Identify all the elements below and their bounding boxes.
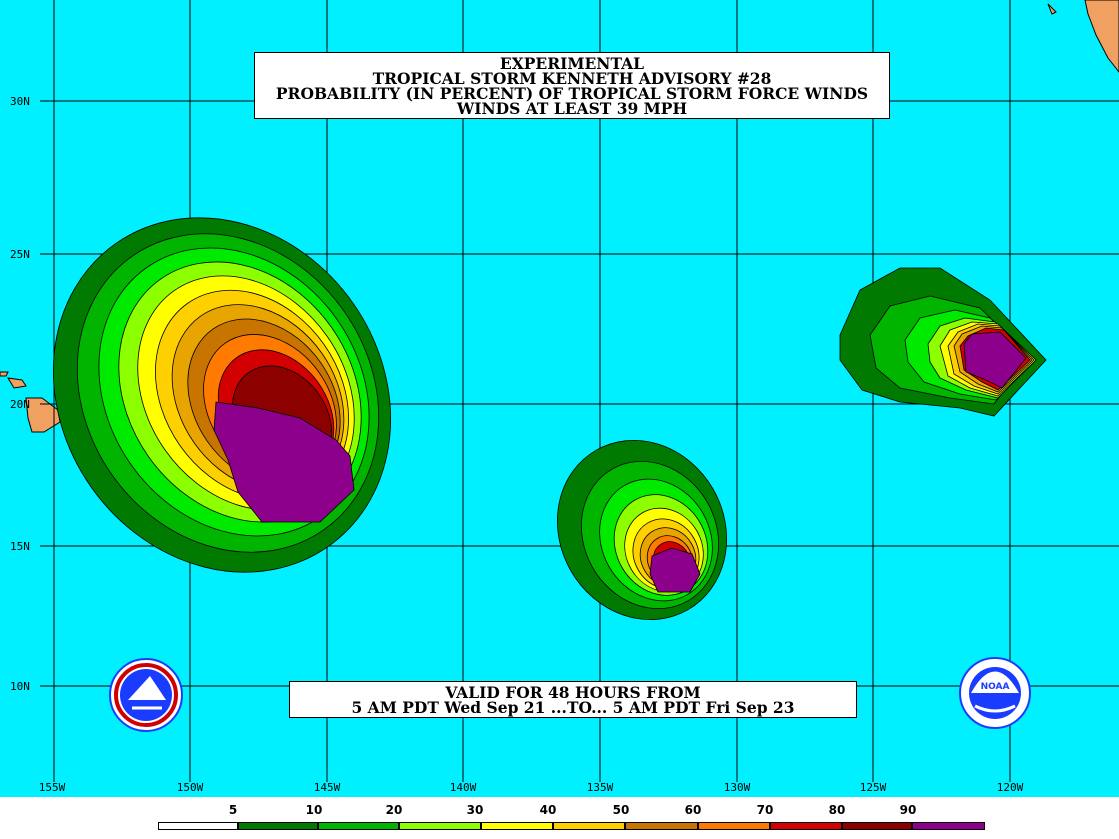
probability-area-east — [839, 267, 1047, 417]
lon-label-125w: 125W — [859, 781, 887, 794]
legend-swatch — [158, 822, 238, 830]
valid-line-1: VALID FOR 48 HOURS FROM — [445, 683, 701, 702]
lon-label-135w: 135W — [586, 781, 614, 794]
lon-label-130w: 130W — [723, 781, 751, 794]
legend-tick-30: 30 — [466, 803, 484, 817]
legend-swatch — [625, 822, 698, 830]
hawaii-maui — [7, 377, 27, 389]
lat-label-10n: 10N — [10, 680, 30, 693]
legend-tick-70: 70 — [756, 803, 774, 817]
noaa-logo-icon: NOAA — [959, 657, 1031, 729]
probability-area-west — [52, 217, 392, 573]
lon-label-120w: 120W — [996, 781, 1024, 794]
lat-label-25n: 25N — [10, 248, 30, 261]
lat-label-30n: 30N — [10, 95, 30, 108]
title-line-2: TROPICAL STORM KENNETH ADVISORY #28 — [372, 69, 772, 88]
hawaii-molokai — [0, 371, 9, 377]
legend-bar — [0, 797, 1119, 839]
legend-tick-90: 90 — [899, 803, 917, 817]
legend-swatch — [770, 822, 842, 830]
mexico-coast — [1084, 0, 1119, 73]
valid-period-box: VALID FOR 48 HOURS FROM 5 AM PDT Wed Sep… — [289, 681, 857, 718]
legend-tick-40: 40 — [539, 803, 557, 817]
lon-label-145w: 145W — [313, 781, 341, 794]
legend-tick-20: 20 — [385, 803, 403, 817]
legend-tick-50: 50 — [612, 803, 630, 817]
legend-tick-10: 10 — [305, 803, 323, 817]
legend-swatch — [842, 822, 912, 830]
probability-map: NOAA EXPERIMENTAL TROPICAL STORM KENNETH… — [0, 0, 1119, 797]
title-line-3: PROBABILITY (IN PERCENT) OF TROPICAL STO… — [275, 84, 869, 103]
legend-tick-5: 5 — [228, 803, 238, 817]
title-line-1: EXPERIMENTAL — [499, 54, 645, 73]
svg-text:NOAA: NOAA — [981, 682, 1010, 692]
nws-logo-icon — [109, 658, 183, 732]
title-line-4: WINDS AT LEAST 39 MPH — [456, 99, 688, 118]
lat-label-20n: 20N — [10, 398, 30, 411]
baja-tip — [1047, 3, 1057, 15]
legend-tick-60: 60 — [684, 803, 702, 817]
legend-swatch — [399, 822, 481, 830]
legend-swatch — [238, 822, 318, 830]
legend-swatch — [481, 822, 553, 830]
valid-line-2: 5 AM PDT Wed Sep 21 ...TO... 5 AM PDT Fr… — [351, 698, 795, 717]
lon-label-140w: 140W — [449, 781, 477, 794]
title-box: EXPERIMENTAL TROPICAL STORM KENNETH ADVI… — [254, 52, 890, 119]
lon-label-155w: 155W — [38, 781, 66, 794]
lon-label-150w: 150W — [176, 781, 204, 794]
lat-label-15n: 15N — [10, 540, 30, 553]
legend-swatch — [912, 822, 985, 830]
legend-tick-80: 80 — [828, 803, 846, 817]
legend-swatch — [553, 822, 625, 830]
hawaii-big-island — [25, 397, 61, 433]
map-canvas: NOAA — [0, 0, 1119, 782]
legend-swatch — [698, 822, 770, 830]
probability-area-center — [556, 439, 728, 621]
legend-swatch — [318, 822, 399, 830]
